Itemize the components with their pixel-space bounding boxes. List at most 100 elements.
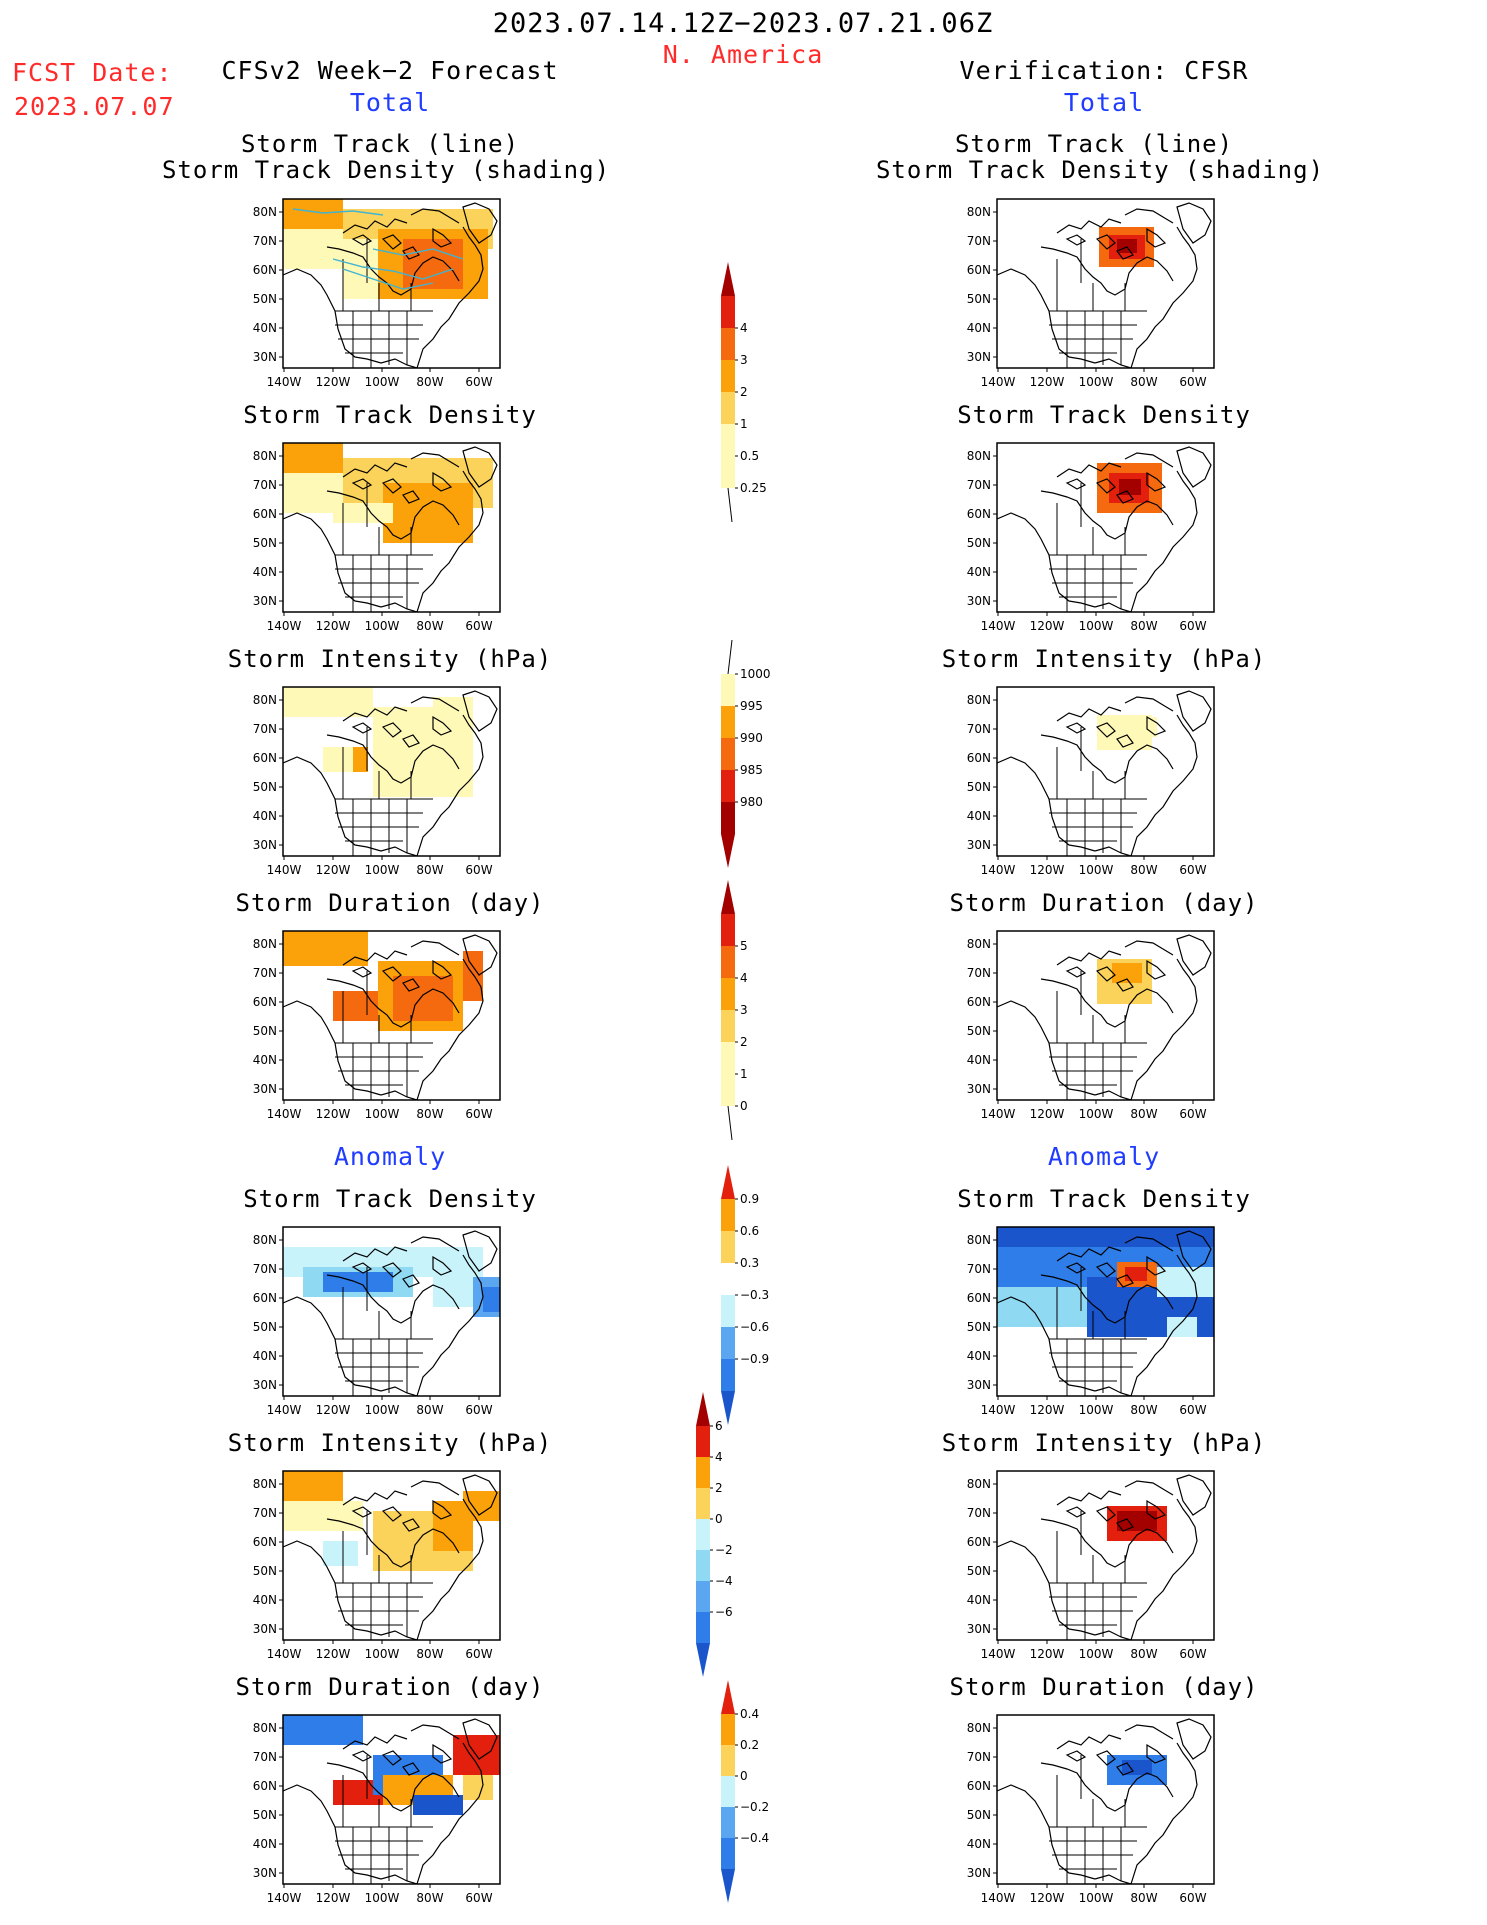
lon-tick-label: 140W: [981, 1403, 1016, 1417]
lat-tick-label: 80N: [967, 693, 991, 707]
colorbar-segment: [721, 1295, 735, 1327]
lat-tick-label: 30N: [253, 1622, 277, 1636]
lon-tick-label: 80W: [1130, 375, 1157, 389]
panel-title-duration-left: Storm Duration (day): [235, 889, 545, 917]
lon-tick-label: 60W: [1179, 1403, 1206, 1417]
map-duration-anomaly-forecast: 80N 70N 60N 50N 40N 30N 140W 120W 100W 80W 60W: [253, 1714, 501, 1905]
panel-title-track-line-left: Storm Track (line): [240, 130, 520, 158]
lon-tick-label: 140W: [267, 1891, 302, 1905]
lat-tick-label: 30N: [253, 1378, 277, 1392]
fcst-date-value: 2023.07.07: [14, 92, 175, 121]
colorbar-label: 0.5: [740, 449, 759, 463]
lon-tick-label: 120W: [316, 1107, 351, 1121]
lat-tick-label: 50N: [253, 1808, 277, 1822]
shaded-cell: [283, 443, 343, 473]
panel-title-track-shading-left: Storm Track Density (shading): [161, 156, 611, 184]
colorbar-label: −4: [715, 1574, 733, 1588]
lon-tick-label: 80W: [1130, 863, 1157, 877]
lat-tick-label: 80N: [967, 1721, 991, 1735]
shaded-cell: [463, 951, 483, 1001]
coastline: [1116, 490, 1134, 504]
colorbar-segment: [696, 1457, 710, 1488]
colorbar-segment: [721, 392, 735, 424]
map-frame: [996, 1470, 1215, 1641]
coastline: [1176, 1474, 1212, 1516]
coastline: [1095, 1506, 1116, 1522]
coastline: [1124, 1480, 1174, 1496]
coastline: [380, 358, 418, 368]
left-total-label: Total: [349, 88, 431, 117]
map-frame: [996, 1226, 1215, 1397]
shaded-cell: [333, 503, 393, 523]
lon-tick-label: 80W: [416, 375, 443, 389]
coastline: [1065, 1750, 1087, 1762]
lon-tick-label: 100W: [1079, 863, 1114, 877]
lon-tick-label: 60W: [1179, 1647, 1206, 1661]
colorbar-bottom-arrow: [696, 1643, 710, 1677]
coastline: [432, 1255, 453, 1276]
lat-tick-label: 80N: [253, 1721, 277, 1735]
lat-tick-label: 60N: [967, 1779, 991, 1793]
colorbar-label: 0.25: [740, 481, 767, 495]
lat-tick-label: 60N: [253, 751, 277, 765]
coastline: [410, 1724, 460, 1740]
colorbar-label: −0.3: [740, 1288, 769, 1302]
lon-tick-label: 120W: [1030, 1403, 1065, 1417]
lon-tick-label: 120W: [1030, 1107, 1065, 1121]
coastline: [410, 940, 460, 956]
lat-tick-label: 70N: [253, 966, 277, 980]
colorbar-label: 3: [740, 353, 748, 367]
lon-tick-label: 120W: [1030, 863, 1065, 877]
lon-tick-label: 140W: [267, 1647, 302, 1661]
colorbar-bottom-arrow: [721, 1869, 735, 1903]
coastline: [1116, 1762, 1134, 1776]
lon-tick-label: 100W: [1079, 1403, 1114, 1417]
coastline: [1116, 1274, 1134, 1288]
coastline: [1176, 446, 1212, 488]
coastline: [1040, 490, 1174, 540]
lon-tick-label: 100W: [365, 863, 400, 877]
lat-tick-label: 70N: [967, 234, 991, 248]
coastline: [342, 1734, 408, 1750]
coastline: [1146, 959, 1167, 980]
colorbar-top-arrow: [721, 880, 735, 914]
lon-tick-label: 80W: [416, 863, 443, 877]
coastline: [283, 1540, 382, 1636]
coastline: [326, 1518, 460, 1568]
coastline: [1056, 706, 1122, 722]
colorbar-segment: [696, 1550, 710, 1581]
colorbar-segment: [721, 1838, 735, 1869]
coastline: [381, 1506, 402, 1522]
coastline: [1146, 227, 1167, 248]
coastline: [1065, 722, 1087, 734]
lat-tick-label: 80N: [253, 937, 277, 951]
lat-tick-label: 30N: [253, 838, 277, 852]
lon-tick-label: 140W: [981, 863, 1016, 877]
colorbar-segment: [696, 1612, 710, 1643]
coastline: [432, 1499, 453, 1520]
lon-tick-label: 80W: [1130, 1403, 1157, 1417]
colorbar-label: 2: [740, 1035, 748, 1049]
coastline: [1124, 452, 1174, 468]
colorbar-bottom-line: [727, 1105, 733, 1141]
storm-track-line: [292, 208, 384, 216]
coastline: [381, 1262, 402, 1278]
coastline: [351, 1750, 373, 1762]
lat-tick-label: 30N: [967, 1866, 991, 1880]
lat-tick-label: 50N: [967, 536, 991, 550]
lat-tick-label: 60N: [253, 263, 277, 277]
shaded-cell: [353, 747, 368, 772]
colorbar-label: 0.4: [740, 1707, 759, 1721]
storm-track-line: [372, 248, 464, 260]
coastline: [1176, 934, 1212, 976]
coastline: [416, 958, 484, 1100]
lon-tick-label: 140W: [267, 863, 302, 877]
shaded-cell: [1117, 239, 1137, 253]
colorbar-label: 1000: [740, 667, 771, 681]
lat-tick-label: 70N: [253, 1750, 277, 1764]
colorbar-segment: [721, 738, 735, 770]
lat-tick-label: 30N: [967, 350, 991, 364]
coastline: [402, 1274, 420, 1288]
colorbar-segment: [721, 770, 735, 802]
coastline: [997, 268, 1096, 364]
